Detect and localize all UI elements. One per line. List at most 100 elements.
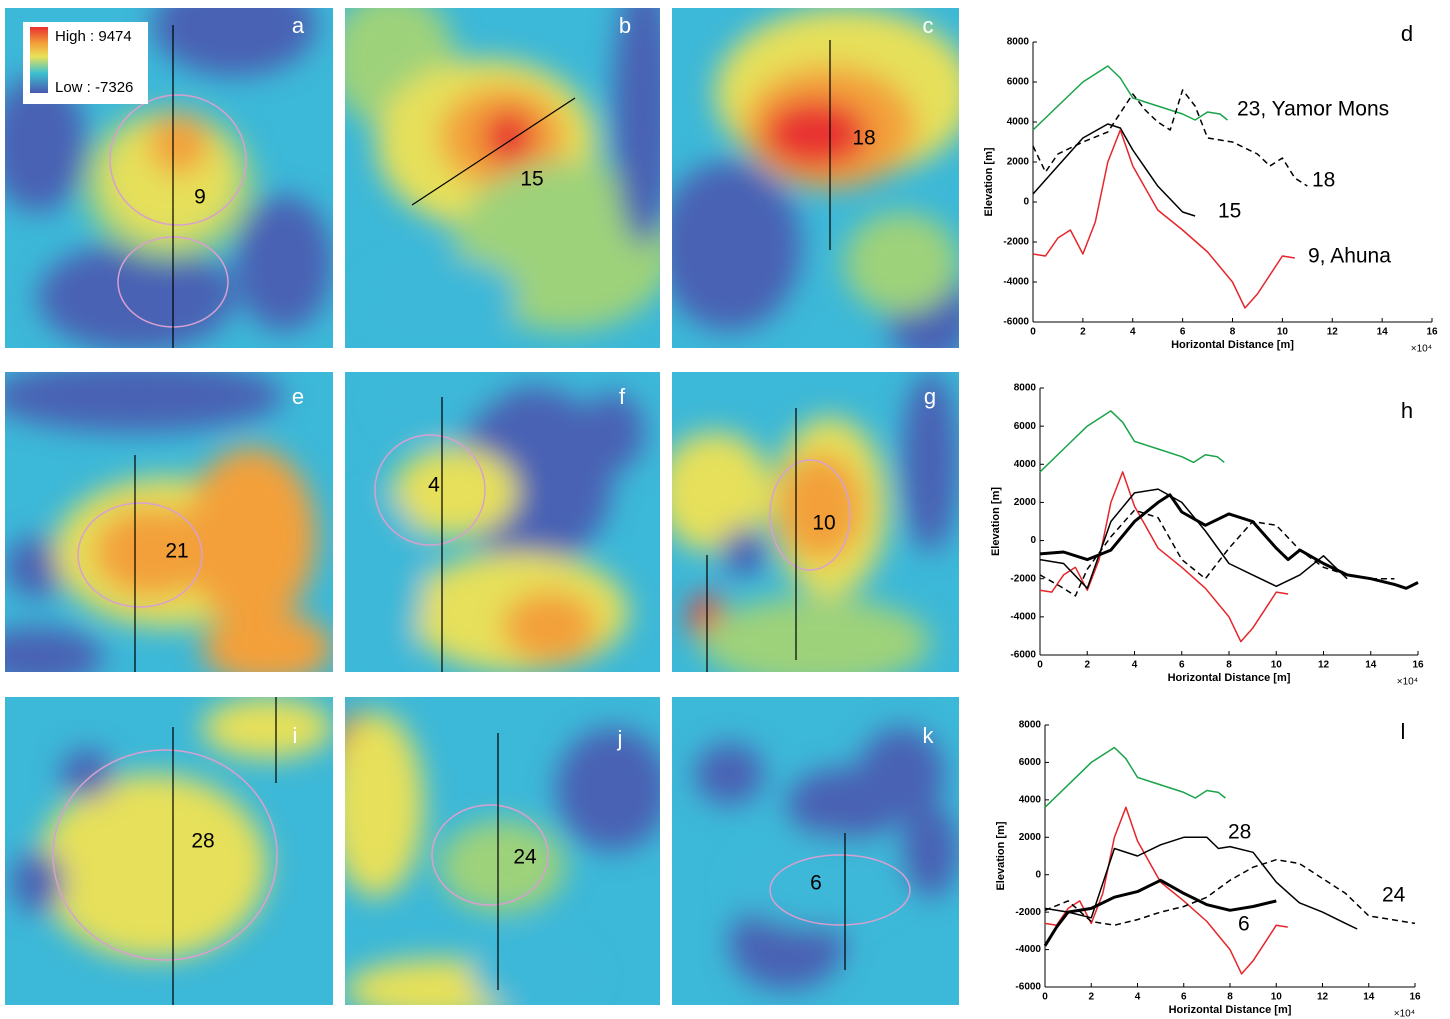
series-label: 24 bbox=[1382, 884, 1406, 907]
y-tick-label: 0 bbox=[1030, 535, 1036, 546]
x-tick-label: 16 bbox=[1426, 327, 1438, 338]
y-tick-label: -4000 bbox=[1015, 944, 1041, 955]
profile-line bbox=[1043, 878, 1277, 947]
map-label: 4 bbox=[428, 474, 440, 497]
y-tick-label: -6000 bbox=[1010, 650, 1036, 661]
x-tick-label: 0 bbox=[1042, 992, 1048, 1003]
panel-letter: h bbox=[1401, 398, 1413, 423]
panel-letter: k bbox=[923, 723, 935, 748]
profile-line bbox=[1032, 129, 1295, 309]
terrain bbox=[93, 507, 212, 597]
x-tick-label: 10 bbox=[1277, 327, 1289, 338]
elevation-legend: High : 9474 Low : -7326 bbox=[23, 22, 148, 104]
terrain bbox=[700, 597, 931, 672]
map-relief bbox=[5, 372, 333, 672]
terrain bbox=[152, 820, 251, 944]
profile-line bbox=[1032, 123, 1196, 217]
y-tick-label: -4000 bbox=[1010, 611, 1036, 622]
terrain bbox=[471, 937, 597, 1005]
map-label: 28 bbox=[191, 830, 214, 853]
terrain bbox=[778, 453, 865, 561]
x-tick-label: 0 bbox=[1037, 660, 1043, 671]
y-tick-label: -2000 bbox=[1003, 237, 1029, 248]
y-tick-label: 4000 bbox=[1007, 117, 1030, 128]
series-label: 9, Ahuna bbox=[1308, 245, 1391, 268]
x-tick-label: 6 bbox=[1179, 660, 1185, 671]
panel-letter: i bbox=[293, 723, 298, 748]
series-label: 15 bbox=[1218, 200, 1241, 223]
x-tick-label: 2 bbox=[1084, 660, 1090, 671]
terrain bbox=[149, 113, 209, 175]
map-relief bbox=[11, 697, 333, 959]
unit-outline bbox=[52, 749, 278, 961]
map-image bbox=[345, 8, 660, 348]
terrain bbox=[5, 627, 104, 672]
x-tick-label: 2 bbox=[1088, 992, 1094, 1003]
x-tick-label: 8 bbox=[1226, 660, 1232, 671]
map-label: 6 bbox=[810, 872, 822, 895]
terrain bbox=[185, 447, 317, 627]
map-image bbox=[672, 372, 959, 672]
map-panel: 24 j bbox=[345, 697, 660, 1005]
profile-line bbox=[1032, 65, 1228, 131]
terrain bbox=[345, 712, 424, 898]
profile-line bbox=[1039, 493, 1419, 590]
panel-letter: g bbox=[924, 384, 936, 409]
map-label: 21 bbox=[165, 540, 188, 563]
series-label: 23, Yamor Mons bbox=[1237, 98, 1389, 121]
x-tick-label: 14 bbox=[1363, 992, 1375, 1003]
unit-outline bbox=[109, 94, 247, 226]
series-label: 18 bbox=[1312, 169, 1335, 192]
y-axis-label: Elevation [m] bbox=[995, 821, 1007, 890]
profile-line bbox=[1039, 410, 1225, 473]
map-panel: 4f bbox=[345, 372, 660, 672]
x-multiplier: ×10⁴ bbox=[1397, 677, 1418, 688]
x-tick-label: 12 bbox=[1327, 327, 1339, 338]
x-tick-label: 10 bbox=[1271, 660, 1283, 671]
y-tick-label: 6000 bbox=[1014, 421, 1037, 432]
x-tick-label: 10 bbox=[1271, 992, 1283, 1003]
terrain bbox=[786, 767, 902, 842]
unit-outline bbox=[769, 854, 911, 926]
y-tick-label: -4000 bbox=[1003, 277, 1029, 288]
y-tick-label: 8000 bbox=[1019, 720, 1042, 731]
panel-letter: a bbox=[292, 13, 305, 38]
map-label: 9 bbox=[194, 186, 206, 209]
y-tick-label: 2000 bbox=[1014, 497, 1037, 508]
profile-line bbox=[1044, 858, 1416, 926]
y-tick-label: 8000 bbox=[1014, 383, 1037, 394]
profile-line bbox=[1039, 488, 1348, 590]
terrain bbox=[60, 749, 114, 799]
map-relief bbox=[672, 372, 959, 672]
x-tick-label: 2 bbox=[1080, 327, 1086, 338]
terrain bbox=[502, 591, 597, 663]
terrain bbox=[234, 195, 333, 331]
x-tick-label: 8 bbox=[1227, 992, 1233, 1003]
x-multiplier: ×10⁴ bbox=[1394, 1009, 1415, 1019]
terrain bbox=[5, 76, 87, 212]
x-tick-label: 14 bbox=[1377, 327, 1389, 338]
profile-line bbox=[1039, 471, 1289, 643]
map-label: 18 bbox=[852, 127, 875, 150]
profile-line bbox=[411, 97, 576, 206]
map-image bbox=[672, 8, 959, 348]
x-axis-label: Horizontal Distance [m] bbox=[1169, 1004, 1292, 1016]
map-panel: 9a bbox=[5, 8, 333, 348]
map-panel: 28 i bbox=[5, 697, 333, 1005]
terrain bbox=[763, 99, 868, 168]
terrain bbox=[392, 447, 519, 537]
terrain bbox=[729, 835, 902, 928]
y-tick-label: 0 bbox=[1023, 197, 1029, 208]
profile-line bbox=[1032, 89, 1308, 187]
legend-low: Low : -7326 bbox=[55, 79, 133, 96]
terrain bbox=[720, 528, 767, 576]
x-tick-label: 4 bbox=[1135, 992, 1141, 1003]
terrain bbox=[581, 393, 645, 471]
map-relief bbox=[345, 372, 645, 672]
unit-outline bbox=[769, 459, 851, 571]
unit-outline bbox=[77, 502, 203, 608]
terrain bbox=[901, 804, 959, 898]
terrain bbox=[672, 432, 773, 552]
